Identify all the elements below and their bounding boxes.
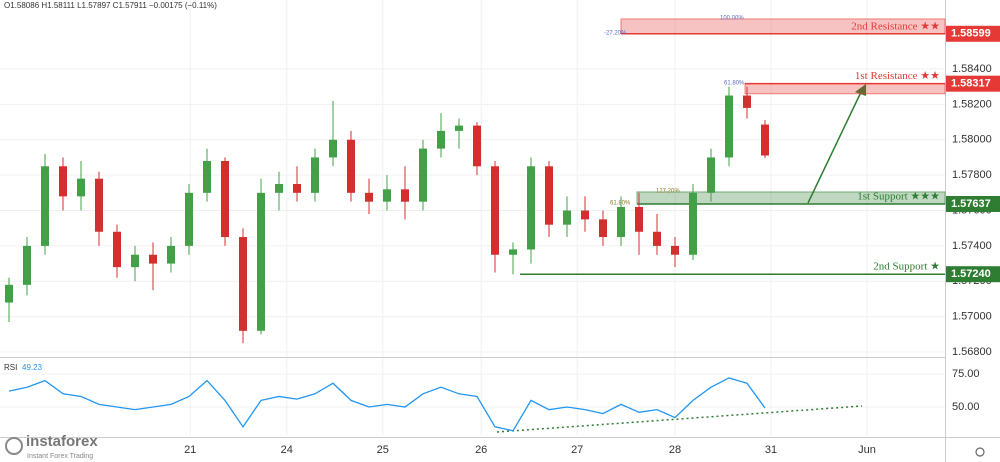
candle-body	[347, 139, 355, 193]
candle-body	[275, 183, 283, 193]
level-name: 2nd Support ★	[873, 261, 940, 273]
y-tick-label: 1.57800	[952, 169, 992, 181]
candle-body	[221, 160, 229, 238]
ohlc-header: O1.58086 H1.58111 L1.57897 C1.57911 −0.0…	[4, 1, 217, 10]
level-zone	[744, 83, 946, 95]
candle-body	[491, 166, 499, 255]
candle-body	[761, 124, 769, 156]
candle-body	[437, 130, 445, 149]
candle-body	[185, 192, 193, 246]
candle-body	[509, 249, 517, 255]
candle-body	[419, 148, 427, 202]
y-tick-label: 1.57400	[952, 240, 992, 252]
candle-body	[149, 254, 157, 264]
y-tick-label: 1.58400	[952, 63, 992, 75]
candle-body	[545, 166, 553, 225]
level-name: 2nd Resistance ★★	[851, 20, 940, 32]
candle-body	[725, 95, 733, 158]
candle-body	[671, 245, 679, 255]
fib-label: 127.20%	[656, 189, 680, 195]
x-tick-label: 25	[377, 444, 389, 456]
candle-body	[257, 192, 265, 331]
logo-tagline: Instant Forex Trading	[27, 453, 93, 460]
candle-body	[365, 192, 373, 202]
level-name: 1st Support ★★★	[857, 191, 940, 203]
logo: instaforex Instant Forex Trading	[5, 433, 98, 460]
candle-body	[401, 189, 409, 202]
fib-label: 100.00%	[720, 16, 744, 22]
candle-body	[707, 157, 715, 193]
candle-body	[617, 206, 625, 238]
rsi-line	[8, 377, 766, 432]
level-name: 1st Resistance ★★	[855, 70, 940, 82]
settings-icon[interactable]	[975, 447, 985, 457]
logo-name: instaforex	[26, 433, 98, 450]
candle-body	[455, 125, 463, 131]
y-tick-label: 1.57000	[952, 311, 992, 323]
x-tick-label: 21	[184, 444, 196, 456]
price-tag-box	[946, 195, 1000, 212]
candle-body	[77, 178, 85, 197]
candle-body	[113, 231, 121, 268]
candle-body	[311, 157, 319, 193]
arrow-head	[855, 84, 866, 96]
candle-body	[743, 95, 751, 108]
candle-body	[383, 189, 391, 202]
candle-body	[635, 206, 643, 232]
price-tag: 1.57637	[951, 198, 991, 210]
price-tag-box	[946, 266, 1000, 283]
fib-label: 61.80%	[724, 80, 745, 86]
price-tag-box	[946, 75, 1000, 92]
rsi-title: RSI	[4, 363, 17, 372]
candle-body	[203, 160, 211, 193]
x-tick-label: 24	[281, 444, 293, 456]
candle-body	[329, 139, 337, 158]
rsi-value: 49.23	[22, 363, 43, 372]
arrow	[807, 89, 863, 204]
candle-body	[131, 254, 139, 268]
y-tick-label: 1.58000	[952, 134, 992, 146]
price-tag-box	[946, 25, 1000, 42]
candle-body	[689, 192, 697, 255]
candle-body	[95, 178, 103, 232]
candle-body	[581, 210, 589, 220]
candle-body	[293, 183, 301, 193]
y-tick-label: 1.56800	[952, 346, 992, 358]
fib-label: -27.20%	[604, 30, 627, 36]
y-tick-label: 50.00	[952, 401, 980, 413]
candle-body	[563, 210, 571, 225]
y-tick-label: 75.00	[952, 368, 980, 380]
price-tag: 1.58317	[951, 78, 991, 90]
candle-body	[527, 166, 535, 250]
candle-body	[473, 125, 481, 167]
candle-body	[599, 219, 607, 238]
x-tick-label: 31	[765, 444, 777, 456]
candle-body	[239, 237, 247, 331]
x-tick-label: 27	[571, 444, 583, 456]
price-tag: 1.58599	[951, 28, 991, 40]
candle-body	[653, 231, 661, 246]
candle-body	[5, 284, 13, 303]
rsi-trendline	[496, 405, 863, 433]
x-tick-label: 28	[669, 444, 681, 456]
candle-body	[59, 166, 67, 197]
y-tick-label: 1.58200	[952, 98, 992, 110]
candle-body	[41, 166, 49, 246]
candle-body	[167, 245, 175, 264]
candle-body	[23, 245, 31, 285]
x-tick-label: 26	[475, 444, 487, 456]
x-tick-label: Jun	[858, 444, 876, 456]
price-tag: 1.57240	[951, 268, 991, 280]
